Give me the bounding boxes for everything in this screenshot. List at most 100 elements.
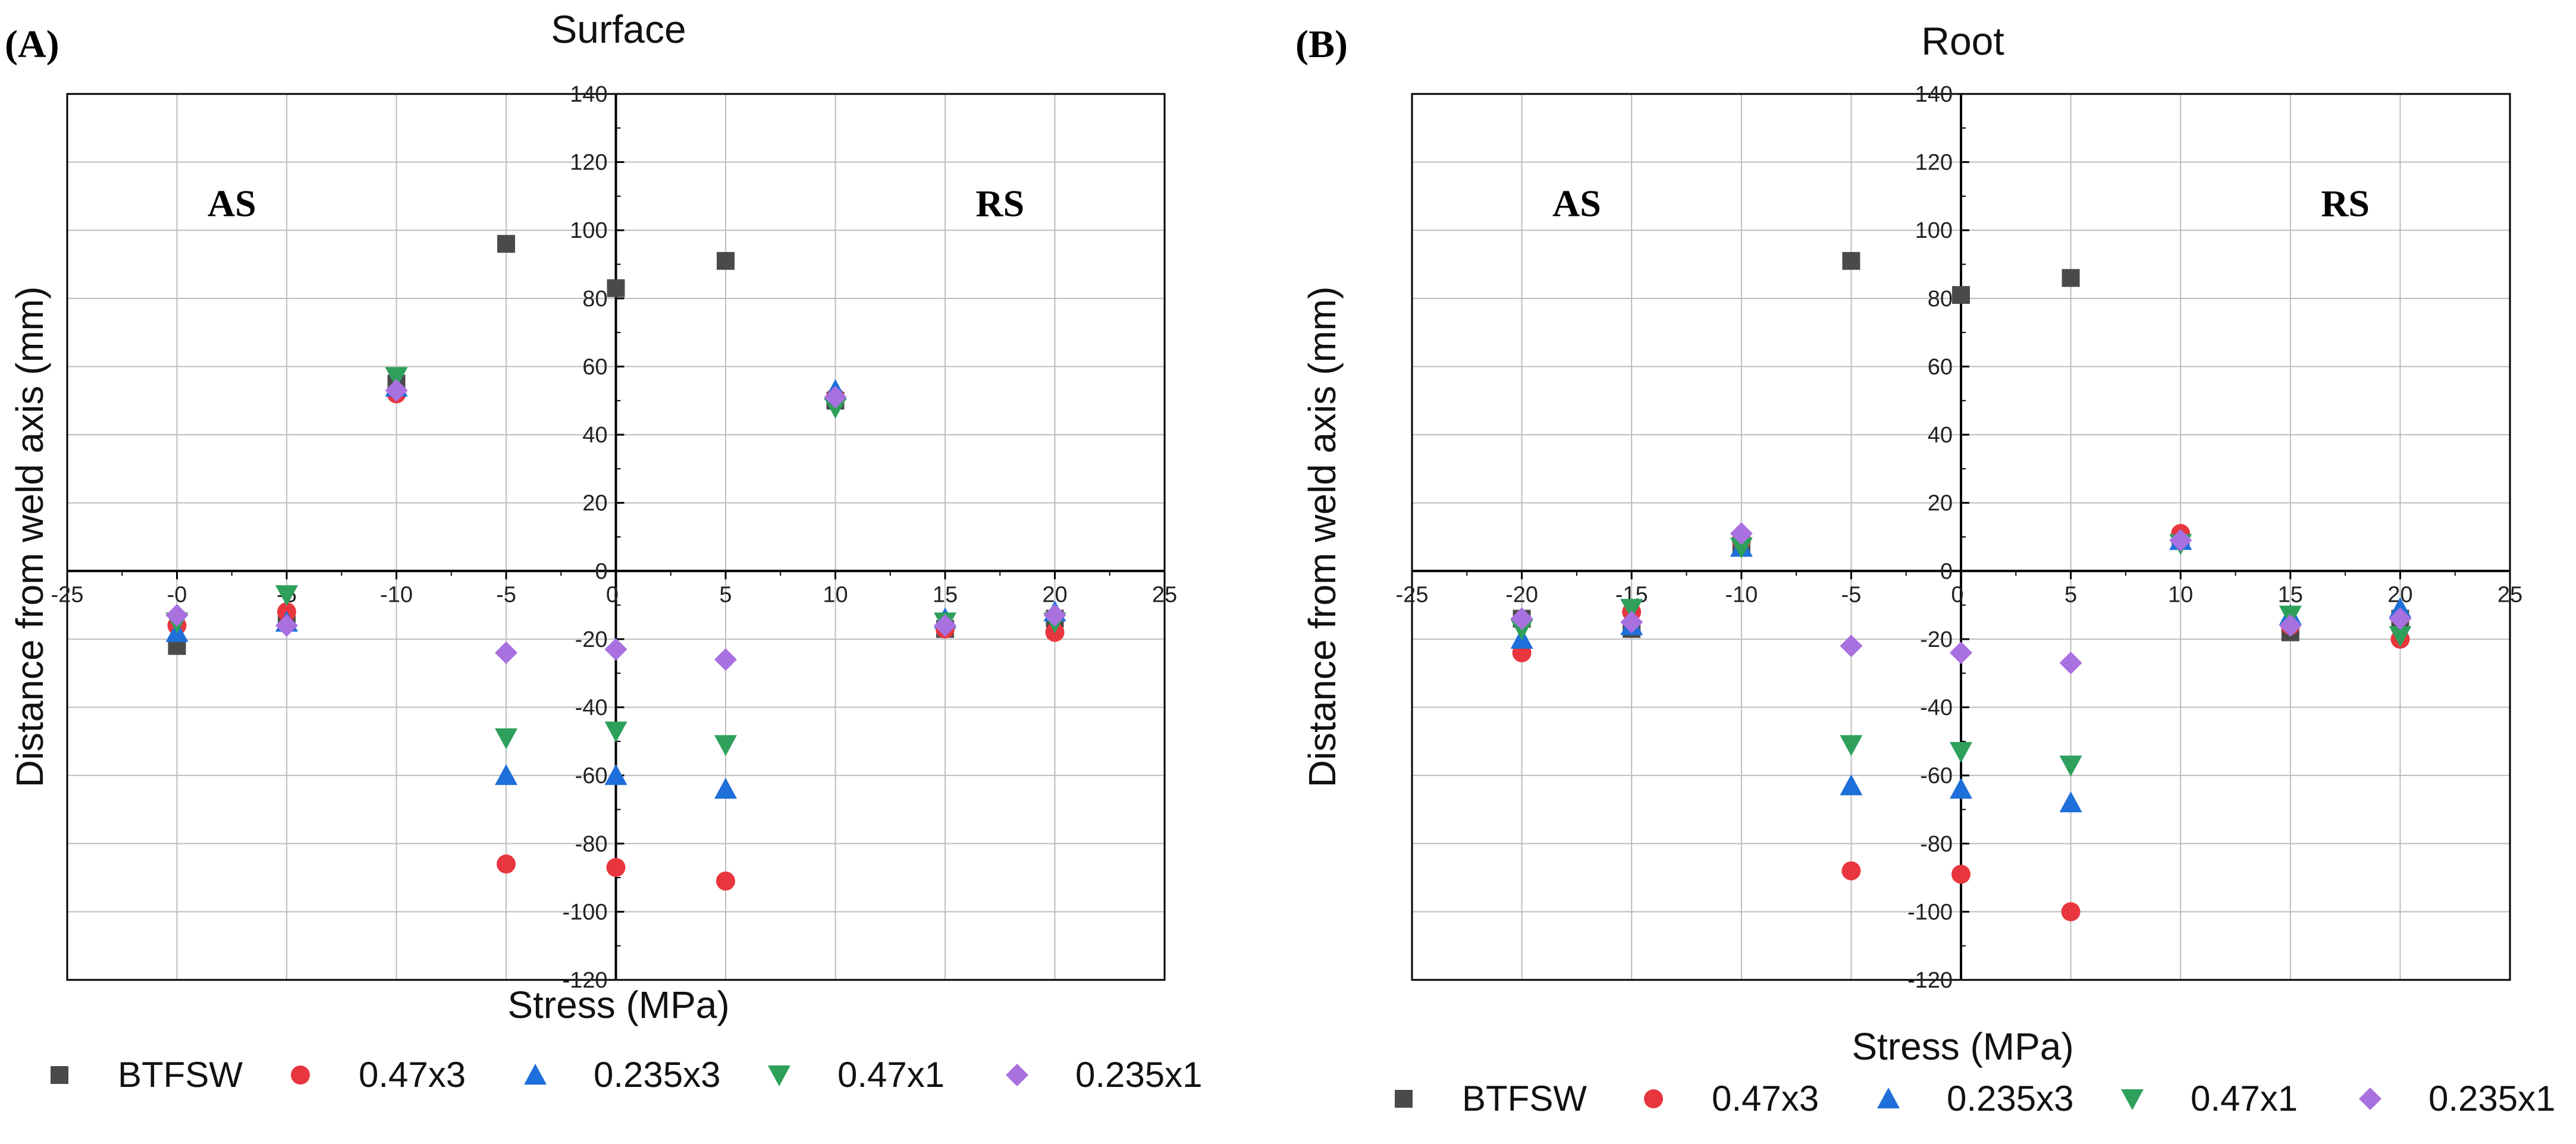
y-tick-label: 20 [1928,491,1953,516]
y-tick-label: -120 [1907,968,1953,993]
x-tick-label: 25 [2497,582,2522,607]
y-tick-label: -100 [1907,900,1953,925]
data-point [606,857,626,877]
x-tick-label: -25 [1396,582,1429,607]
y-tick-label: 0 [1940,559,1953,584]
y-tick-label: 100 [1915,218,1953,243]
series-0_47x1 [1510,534,2412,777]
y-tick-label: -20 [575,627,608,652]
legend-marker [1395,1090,1413,1108]
annotation-rs: RS [2321,182,2370,224]
y-tick-label: 40 [582,423,607,448]
data-point [275,614,298,637]
x-tick-label: -10 [380,582,413,607]
x-axis-label: Stress (MPa) [1852,1025,2073,1068]
legend-label: 0.235x3 [1947,1079,2074,1118]
x-tick-label: -0 [167,582,187,607]
legend-item: 0.235x3 [1877,1079,2074,1118]
data-point [2169,529,2192,552]
panel-label: (A) [5,23,59,66]
y-tick-label: 20 [582,491,607,516]
y-tick-label: 80 [582,287,607,312]
data-point [1951,865,1971,884]
data-point [714,735,737,756]
legend-label: BTFSW [1462,1079,1587,1118]
data-point [934,614,956,637]
legend-marker [2121,1089,2144,1110]
legend-label: BTFSW [118,1055,243,1095]
y-axis-label: Distance from weld axis (mm) [1301,287,1344,788]
data-point [717,252,735,270]
y-tick-label: 120 [570,150,607,175]
annotation-rs: RS [975,182,1024,224]
x-tick-label: 15 [2278,582,2303,607]
legend-label: 0.235x1 [1075,1055,1203,1095]
x-tick-label: 10 [2168,582,2193,607]
x-tick-label: -10 [1725,582,1758,607]
y-tick-label: 120 [1915,150,1953,175]
legend-marker [1006,1064,1028,1086]
data-point [1730,522,1753,545]
y-tick-label: 60 [1928,354,1953,379]
x-tick-label: -20 [1505,582,1538,607]
data-point [1620,599,1643,620]
data-point [2061,902,2081,922]
y-tick-label: 140 [1915,82,1953,107]
data-point [1043,604,1066,627]
data-point [824,386,847,409]
chart-title: Surface [551,7,686,51]
data-point [2059,755,2082,777]
y-tick-label: -20 [1920,627,1953,652]
legend-item: 0.47x3 [291,1055,466,1095]
legend-item: 0.235x1 [2359,1079,2556,1118]
data-point [1950,778,1972,799]
data-point [1620,611,1643,634]
legend-marker [2359,1088,2382,1110]
y-tick-label: -120 [562,968,607,993]
legend-item: 0.47x3 [1644,1079,1819,1118]
legend-label: 0.235x3 [594,1055,721,1095]
x-tick-label: 0 [606,582,619,607]
data-point [714,778,737,799]
data-point [604,764,627,785]
x-tick-label: 15 [933,582,958,607]
y-tick-label: -60 [1920,763,1953,788]
series-0_235x1 [165,379,1066,671]
annotation-as: AS [208,182,256,224]
data-point [2059,791,2082,813]
data-point [1840,634,1863,658]
data-point [1841,861,1861,881]
legend-label: 0.47x3 [359,1055,466,1095]
y-tick-label: 100 [570,218,607,243]
data-point [2279,614,2302,637]
data-point [497,854,516,874]
series-0_235x1 [1510,522,2412,675]
data-point [1510,607,1533,630]
x-tick-label: 5 [2064,582,2077,607]
data-point [604,721,627,743]
data-point [1730,538,1753,559]
data-point [385,367,408,388]
x-tick-label: 10 [823,582,848,607]
legend-item: BTFSW [1395,1079,1587,1118]
legend-item: 0.47x1 [768,1055,945,1095]
chart-title: Root [1921,19,2004,63]
y-tick-label: 60 [582,354,607,379]
legend-item: 0.47x1 [2121,1079,2298,1118]
data-point [2059,652,2082,675]
y-tick-label: -80 [1920,832,1953,857]
data-point [497,235,515,253]
y-tick-label: -40 [575,696,608,721]
data-point [604,638,627,661]
y-tick-label: 0 [595,559,607,584]
data-point [2062,269,2080,287]
data-point [607,279,625,297]
data-point [2389,607,2412,630]
data-point [495,764,517,785]
legend-marker [1877,1088,1900,1109]
x-tick-label: -5 [1841,582,1862,607]
legend-marker [291,1066,310,1085]
legend-marker [524,1064,547,1085]
y-tick-label: 140 [570,82,607,107]
